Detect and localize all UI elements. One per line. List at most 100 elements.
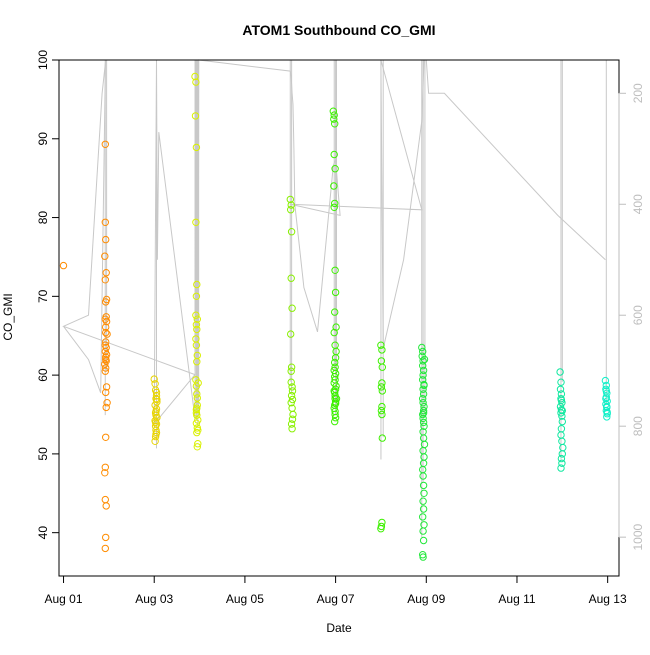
- data-point: [152, 407, 160, 416]
- data-point: [193, 358, 201, 366]
- data-point: [101, 252, 109, 260]
- data-point: [602, 387, 610, 395]
- data-point: [192, 311, 200, 319]
- x-axis-label: Date: [326, 621, 352, 635]
- x-tick-label: Aug 13: [589, 592, 627, 606]
- data-point: [558, 459, 566, 467]
- data-point: [377, 341, 385, 349]
- data-point: [557, 396, 566, 404]
- data-point: [289, 410, 297, 419]
- data-point: [102, 502, 110, 510]
- data-point: [102, 403, 110, 412]
- x-tick-label: Aug 03: [135, 592, 173, 606]
- data-point: [556, 385, 565, 393]
- data-point: [102, 269, 110, 277]
- data-point: [101, 218, 110, 227]
- data-point: [419, 527, 427, 535]
- data-point: [558, 406, 566, 415]
- y-tick-label: 40: [36, 526, 50, 540]
- data-point: [102, 235, 110, 244]
- data-point: [103, 330, 111, 338]
- data-point: [331, 288, 340, 297]
- data-point: [420, 381, 428, 390]
- data-point: [103, 399, 111, 407]
- data-point: [419, 395, 427, 403]
- data-point: [378, 363, 386, 371]
- data-point: [193, 315, 202, 323]
- data-point: [150, 375, 158, 383]
- data-point: [151, 418, 160, 427]
- data-point: [101, 463, 110, 471]
- y2-tick-label: 800: [631, 416, 645, 436]
- data-point: [602, 381, 610, 390]
- data-point: [329, 107, 337, 115]
- y2-tick-label: 400: [631, 194, 645, 214]
- data-point: [102, 298, 110, 306]
- pressure-line: [62, 59, 606, 426]
- y2-tick-label: 200: [631, 83, 645, 103]
- data-point: [101, 140, 110, 149]
- data-point: [102, 533, 110, 542]
- data-point: [152, 430, 160, 438]
- data-point: [193, 443, 202, 451]
- data-point: [102, 433, 110, 441]
- data-point: [419, 347, 427, 356]
- data-point: [288, 425, 296, 433]
- y-tick-label: 100: [36, 50, 50, 70]
- data-point: [192, 341, 201, 349]
- data-point: [558, 437, 566, 445]
- data-point: [420, 440, 429, 449]
- data-point: [419, 357, 427, 365]
- data-point: [193, 394, 202, 402]
- y-tick-label: 70: [36, 289, 50, 303]
- data-point: [101, 367, 110, 375]
- data-point: [193, 390, 201, 398]
- data-point: [102, 364, 110, 372]
- data-point: [330, 150, 338, 159]
- data-point: [420, 422, 428, 430]
- x-tick-label: Aug 07: [317, 592, 355, 606]
- data-point: [419, 536, 428, 545]
- data-point: [419, 376, 427, 384]
- data-point: [377, 406, 386, 415]
- data-point: [331, 354, 340, 362]
- data-point: [102, 328, 110, 337]
- data-point: [331, 395, 339, 403]
- data-point: [378, 410, 386, 419]
- data-point: [101, 341, 110, 349]
- data-point: [602, 395, 610, 403]
- data-point: [191, 112, 200, 120]
- y-tick-label: 90: [36, 132, 50, 146]
- data-point: [419, 472, 427, 480]
- data-point: [101, 495, 110, 504]
- data-point: [287, 420, 296, 428]
- data-point: [192, 419, 201, 427]
- data-point: [419, 409, 428, 417]
- data-point: [287, 391, 296, 400]
- data-point: [557, 378, 565, 386]
- data-point: [331, 410, 339, 419]
- x-axis: Aug 01 Aug 03 Aug 05 Aug 07 Aug 09 Aug 11 Aug …: [45, 575, 627, 606]
- data-point: [331, 358, 339, 367]
- data-point: [191, 72, 199, 81]
- data-point: [102, 317, 111, 326]
- data-point: [330, 115, 338, 123]
- data-point: [419, 505, 428, 513]
- data-point: [101, 469, 109, 477]
- data-point: [330, 203, 338, 212]
- data-point: [287, 363, 296, 371]
- data-point: [558, 417, 566, 426]
- data-point: [151, 437, 159, 445]
- y2-tick-label: 600: [631, 305, 645, 325]
- data-point: [557, 464, 565, 472]
- data-point: [419, 513, 427, 521]
- data-point: [331, 308, 339, 316]
- data-point: [558, 450, 566, 458]
- x-tick-label: Aug 05: [226, 592, 264, 606]
- data-point: [331, 417, 339, 426]
- data-point: [419, 385, 427, 393]
- data-point: [288, 383, 296, 391]
- data-point: [603, 402, 611, 411]
- data-point: [378, 387, 386, 395]
- data-point: [330, 387, 338, 395]
